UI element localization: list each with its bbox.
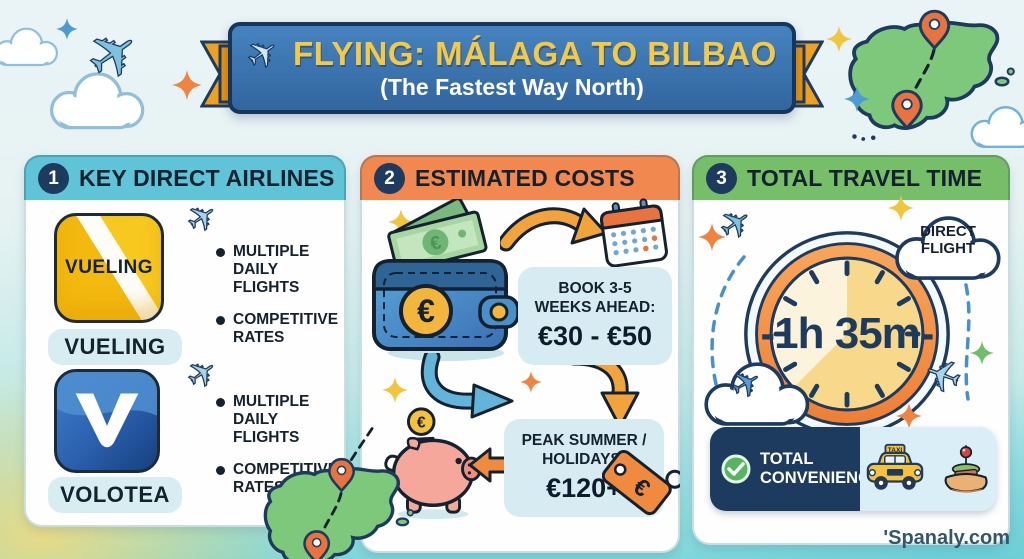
sparkle-icon [172,70,202,100]
panel-total-travel-time: 3 TOTAL TRAVEL TIME ✈ [692,155,1010,545]
clock-icon [744,231,950,437]
advance-booking-box: BOOK 3-5 WEEKS AHEAD: €30 - €50 [518,267,672,365]
panel2-title: ESTIMATED COSTS [415,165,635,191]
volotea-name-label: VOLOTEA [48,477,182,513]
pintxo-icon [944,445,988,493]
sparkle-icon [896,403,922,429]
panel3-number-badge: 3 [706,163,737,194]
svg-text:€: € [417,293,435,329]
plane-icon: ✈ [178,348,228,401]
list-item: MULTIPLE DAILY FLIGHTS [216,243,348,296]
panel-estimated-costs: 2 ESTIMATED COSTS € € [360,155,680,553]
panel2-number-badge: 2 [374,163,405,194]
sparkle-icon [520,371,542,393]
check-icon [721,454,751,484]
direct-flight-badge: DIRECT FLIGHT [920,223,976,258]
sparkle-icon [826,26,852,52]
dashed-path [710,255,746,407]
plane-icon: ✈ [237,26,290,82]
panel1-title: KEY DIRECT AIRLINES [79,165,335,191]
sparkle-icon [382,377,408,403]
pin-malaga-icon [303,530,331,559]
convenience-label-section: TOTAL CONVENIENCE [710,427,882,511]
panel3-header: 3 TOTAL TRAVEL TIME [692,155,1010,200]
vueling-logo: VUELING [54,213,164,323]
panel3-title: TOTAL TRAVEL TIME [747,165,983,191]
convenience-label: TOTAL CONVENIENCE [760,450,882,487]
arrow-icon [500,207,608,252]
spain-map [848,9,1016,143]
taxi-icon: TAXI [866,443,924,490]
plane-icon: ✈ [178,192,228,245]
list-item: COMPETITIVE RATES [216,311,348,347]
price-tag-icon: € [602,449,680,516]
convenience-bar: TOTAL CONVENIENCE TAXI [710,427,996,511]
watermark: 'Spanaly.com [883,527,1010,549]
sparkle-icon [844,86,870,112]
dashed-path [964,283,971,401]
svg-text:€: € [417,415,426,432]
cloud-icon [970,106,1024,148]
panel1-number-badge: 1 [38,163,69,194]
list-item: MULTIPLE DAILY FLIGHTS [216,393,348,446]
volotea-logo [54,369,160,473]
sparkle-icon [970,341,994,365]
sparkle-icon [56,18,78,40]
panel1-header: 1 KEY DIRECT AIRLINES [24,155,346,200]
panel2-header: 2 ESTIMATED COSTS [360,155,680,200]
vueling-logo-text: VUELING [65,257,153,278]
spain-map [263,425,415,559]
arrow-icon [420,353,514,419]
vueling-name-label: VUELING [48,329,182,365]
vueling-bullets: MULTIPLE DAILY FLIGHTS COMPETITIVE RATES [216,243,348,347]
banner-title: FLYING: MÁLAGA TO BILBAO [293,35,777,72]
banner-subtitle: (The Fastest Way North) [380,74,644,100]
wallet-icon: € € [372,199,520,361]
convenience-icons-section: TAXI [860,427,996,511]
calendar-icon [600,198,668,268]
travel-duration: -1h 35m- [760,309,935,358]
banner: ✈ FLYING: MÁLAGA TO BILBAO (The Fastest … [228,22,796,114]
panel-key-direct-airlines: 1 KEY DIRECT AIRLINES VUELING ✈ MULTIPLE… [24,155,346,527]
svg-text:TAXI: TAXI [888,447,903,454]
